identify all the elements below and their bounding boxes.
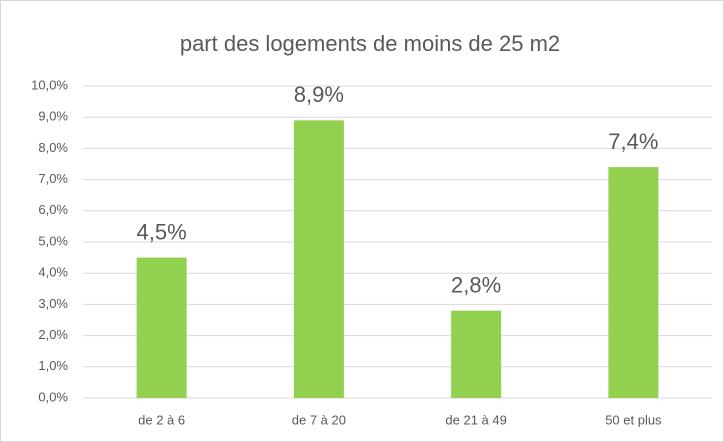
y-tick-label: 2,0% [38, 327, 68, 342]
y-tick-label: 4,0% [38, 265, 68, 280]
y-tick-label: 7,0% [38, 171, 68, 186]
bar [136, 257, 187, 398]
y-tick-label: 8,0% [38, 140, 68, 155]
x-tick-label: de 2 à 6 [138, 412, 185, 427]
y-tick-label: 6,0% [38, 202, 68, 217]
x-tick-label: 50 et plus [605, 412, 662, 427]
data-label: 4,5% [137, 219, 187, 244]
x-tick-label: de 21 à 49 [445, 412, 506, 427]
x-tick-label: de 7 à 20 [292, 412, 346, 427]
y-tick-label: 9,0% [38, 109, 68, 124]
y-tick-label: 0,0% [38, 389, 68, 404]
data-label: 2,8% [451, 272, 501, 297]
bar [451, 310, 502, 398]
y-tick-label: 10,0% [31, 77, 68, 92]
bar [608, 167, 659, 398]
y-tick-label: 1,0% [38, 358, 68, 373]
y-tick-label: 3,0% [38, 296, 68, 311]
data-label: 7,4% [608, 129, 658, 154]
chart-title: part des logements de moins de 25 m2 [180, 31, 560, 56]
bar [293, 120, 344, 398]
data-label: 8,9% [294, 82, 344, 107]
y-tick-label: 5,0% [38, 233, 68, 248]
